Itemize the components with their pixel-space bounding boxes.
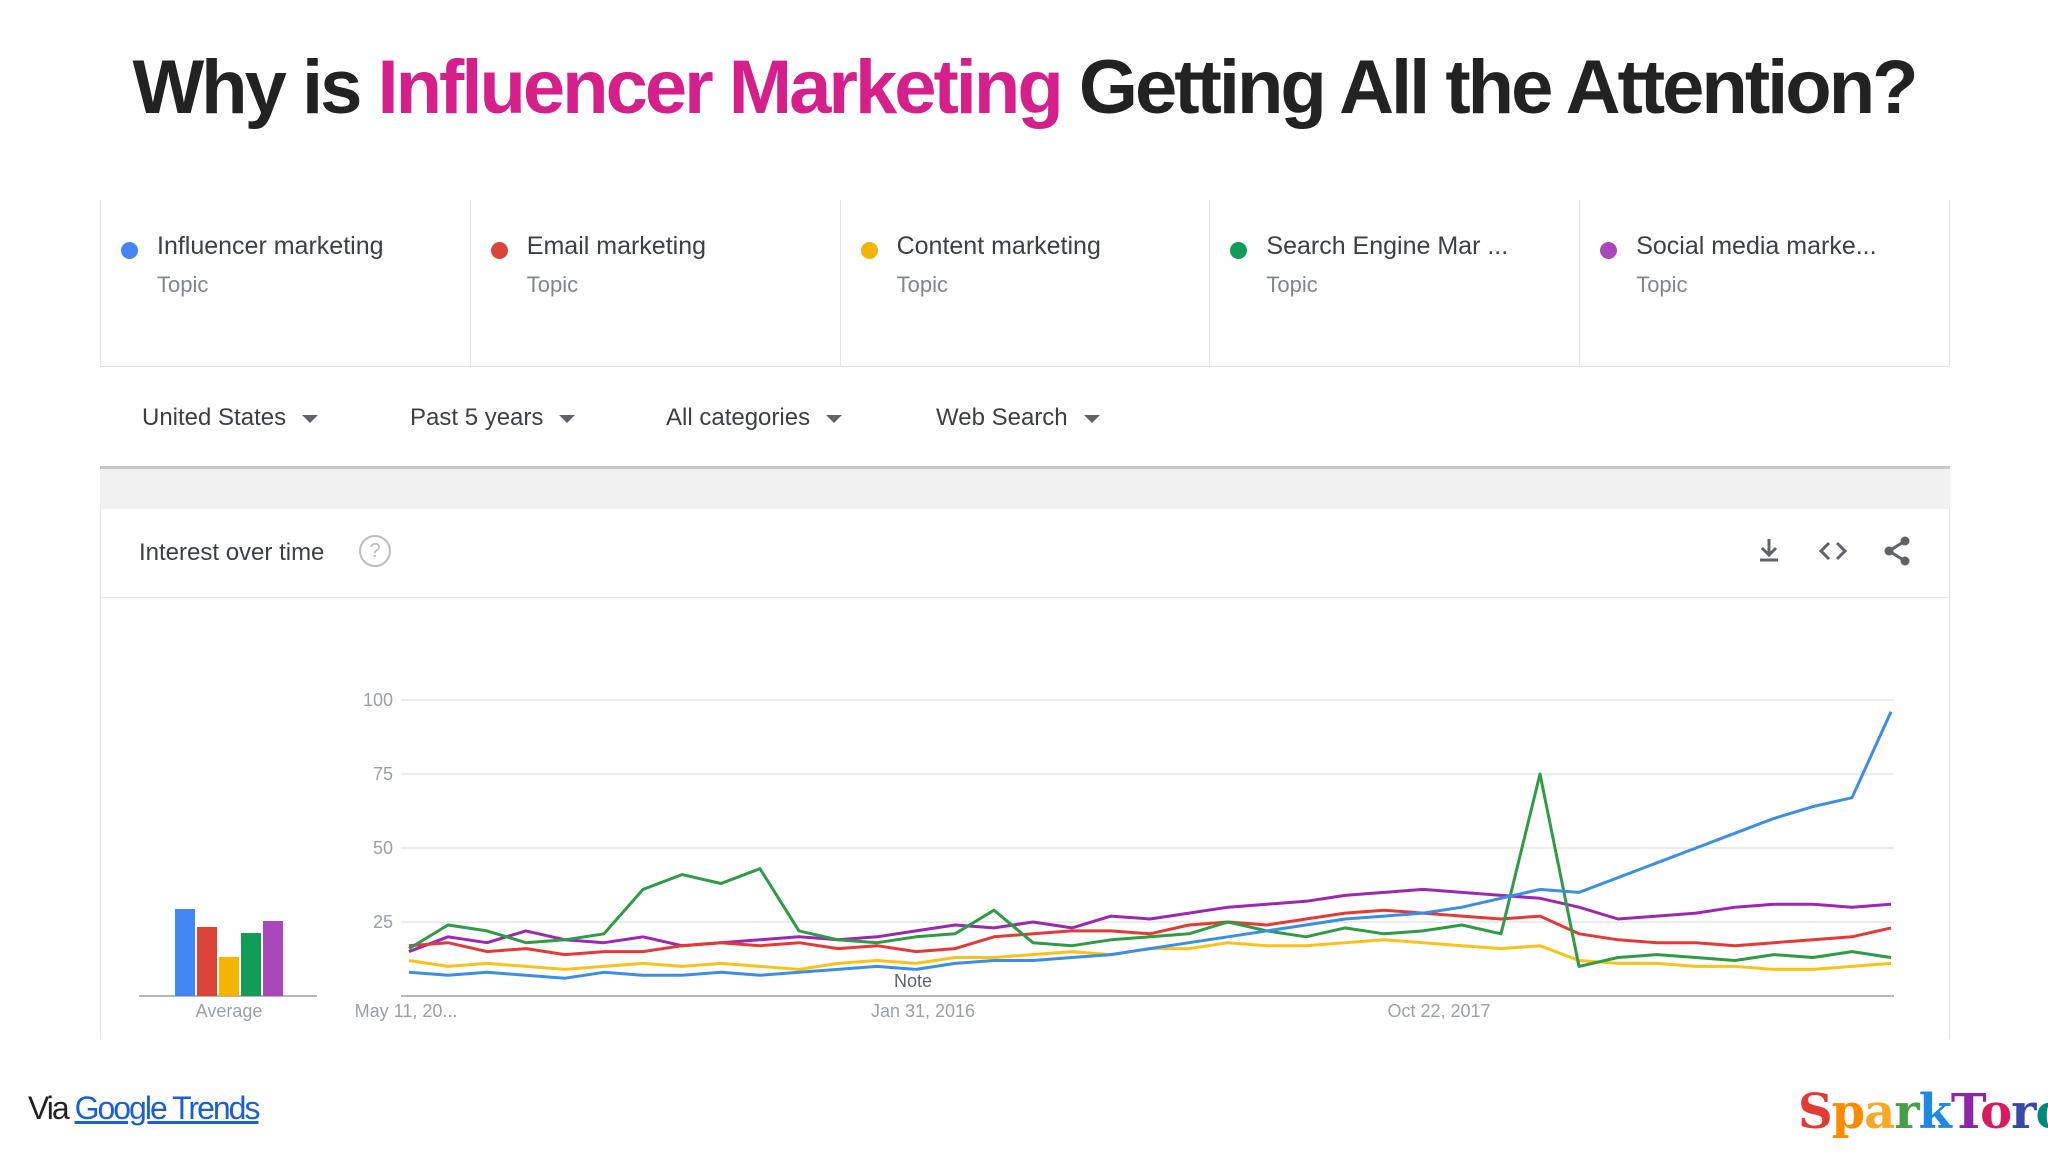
region-dropdown[interactable]: United States — [142, 404, 319, 432]
logo-letter: S — [1798, 1084, 1833, 1140]
term-name: Content marketing — [896, 232, 1101, 260]
logo-letter: p — [1831, 1084, 1866, 1140]
help-icon[interactable]: ? — [359, 535, 391, 567]
term-kind: Topic — [1636, 272, 1688, 297]
term-kind: Topic — [1266, 272, 1318, 297]
term-name: Social media marke... — [1636, 232, 1877, 260]
note-annotation[interactable]: Note — [894, 971, 932, 991]
series-color-dot — [1600, 242, 1618, 259]
download-icon[interactable] — [1749, 531, 1789, 571]
embed-code-icon[interactable] — [1813, 531, 1853, 571]
average-label: Average — [196, 1001, 263, 1021]
title-suffix: Getting All the Attention? — [1060, 45, 1919, 130]
logo-letter: r — [1894, 1084, 1919, 1140]
title-highlight: Influencer Marketing — [377, 45, 1063, 130]
interest-over-time-card: Interest over time ? 100 75 50 25 — [100, 509, 1950, 1039]
term-influencer-marketing[interactable]: Influencer marketing Topic — [101, 200, 471, 366]
series-color-dot — [1230, 242, 1248, 259]
series-line — [408, 887, 1892, 954]
average-bar — [197, 927, 217, 996]
term-name: Search Engine Mar ... — [1266, 232, 1509, 260]
card-title: Interest over time — [139, 539, 325, 566]
search-type-dropdown[interactable]: Web Search — [936, 404, 1100, 432]
y-tick-label: 75 — [373, 764, 393, 784]
slide-title: Why is Influencer Marketing Getting All … — [0, 44, 2048, 131]
average-bars — [175, 909, 283, 996]
via-prefix: Via — [28, 1090, 75, 1126]
series-color-dot — [490, 242, 508, 259]
average-bar — [263, 921, 283, 996]
logo-letter: T — [1950, 1084, 1981, 1140]
caret-down-icon — [826, 414, 843, 423]
y-tick-label: 25 — [373, 912, 393, 932]
term-name: Email marketing — [526, 232, 707, 260]
google-trends-link[interactable]: Google Trends — [74, 1090, 261, 1126]
title-prefix: Why is — [132, 45, 378, 130]
average-bar — [241, 933, 261, 996]
term-search-engine-marketing[interactable]: Search Engine Mar ... Topic — [1210, 200, 1581, 366]
y-tick-label: 50 — [373, 838, 393, 858]
region-label: United States — [142, 404, 287, 431]
series-line — [408, 772, 1892, 968]
term-kind: Topic — [157, 272, 209, 297]
category-label: All categories — [666, 404, 811, 431]
time-range-label: Past 5 years — [410, 404, 544, 431]
x-tick-label: Jan 31, 2016 — [871, 1001, 975, 1021]
logo-letter: o — [2035, 1084, 2048, 1140]
gridlines — [401, 699, 1894, 997]
series-line — [408, 711, 1893, 980]
logo-letter: r — [2011, 1084, 2036, 1140]
logo-letter: a — [1864, 1084, 1895, 1140]
series-line — [408, 908, 1892, 957]
comparison-terms: Influencer marketing Topic Email marketi… — [100, 200, 1950, 367]
sparktoro-logo: SparkToro — [1798, 1084, 2048, 1140]
average-bar — [175, 909, 195, 996]
average-bar — [219, 957, 239, 996]
series-color-dot — [121, 242, 138, 259]
term-kind: Topic — [896, 272, 948, 297]
caret-down-icon — [559, 414, 576, 423]
search-type-label: Web Search — [936, 404, 1068, 431]
source-credit: Via Google Trends — [28, 1090, 261, 1127]
series-color-dot — [860, 242, 878, 259]
term-content-marketing[interactable]: Content marketing Topic — [841, 200, 1211, 366]
series-lines — [408, 711, 1893, 980]
interest-chart: 100 75 50 25 May 11, 20... Jan 31, 2016 … — [139, 690, 1894, 1021]
x-tick-label: May 11, 20... — [355, 1001, 458, 1021]
caret-down-icon — [1083, 414, 1100, 423]
term-email-marketing[interactable]: Email marketing Topic — [471, 200, 841, 366]
y-tick-label: 100 — [363, 690, 393, 710]
filter-bar: United States Past 5 years All categorie… — [100, 366, 1950, 469]
term-social-media-marketing[interactable]: Social media marke... Topic — [1580, 200, 1949, 366]
logo-letter: o — [1980, 1084, 2012, 1140]
x-tick-label: Oct 22, 2017 — [1387, 1001, 1490, 1021]
share-icon[interactable] — [1877, 531, 1917, 571]
term-kind: Topic — [526, 272, 579, 297]
logo-letter: k — [1918, 1084, 1952, 1140]
term-name: Influencer marketing — [157, 232, 384, 260]
card-header: Interest over time ? — [101, 509, 1949, 598]
caret-down-icon — [302, 414, 319, 423]
category-dropdown[interactable]: All categories — [666, 404, 843, 432]
section-divider — [100, 469, 1950, 509]
time-range-dropdown[interactable]: Past 5 years — [410, 404, 576, 432]
